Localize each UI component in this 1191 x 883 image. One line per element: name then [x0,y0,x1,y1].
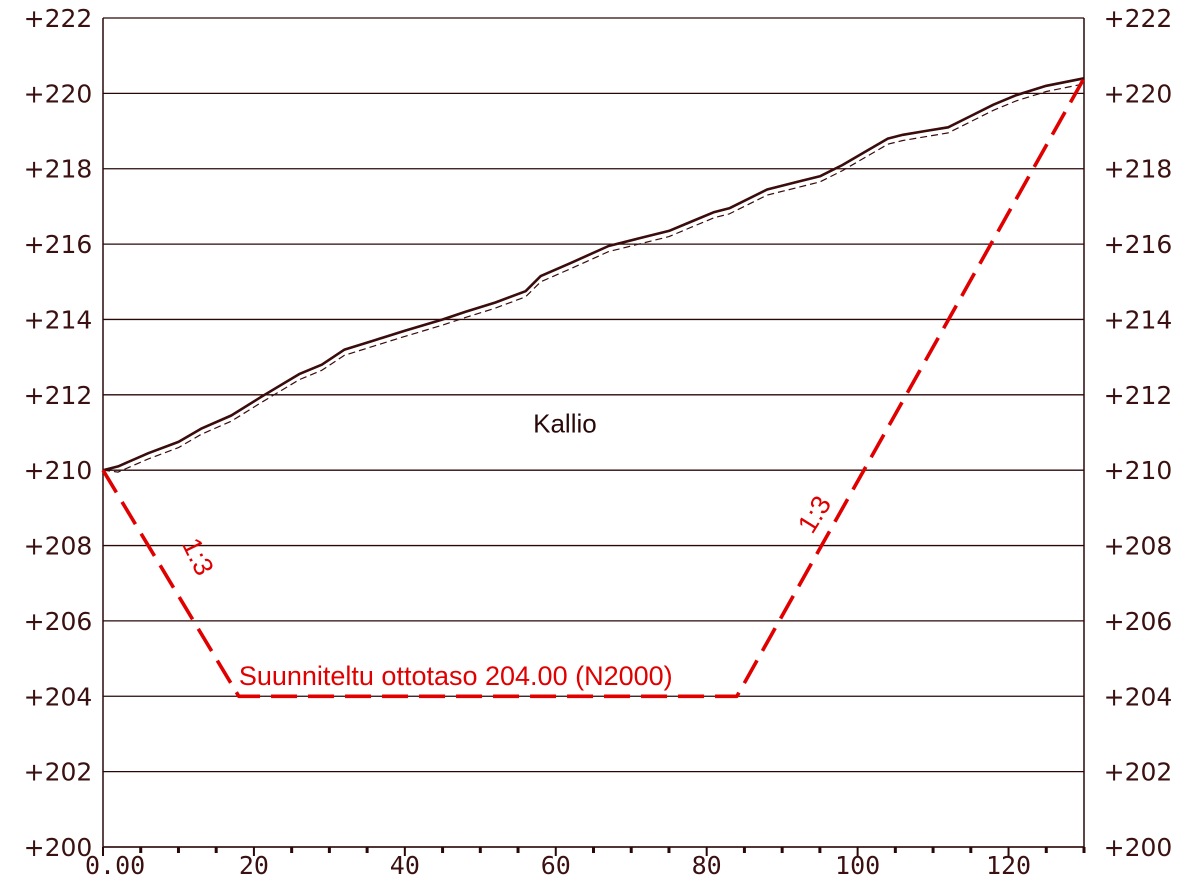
x-tick-label: 40 [390,851,420,880]
annotation-label: Kallio [533,409,597,439]
y-tick-label-left: +220 [24,79,93,108]
y-tick-label-left: +202 [24,758,93,787]
y-tick-label-left: +222 [24,4,93,33]
y-tick-label-left: +214 [24,305,93,334]
annotations: Kallio Suunniteltu ottotaso 204.00 (N2000… [176,409,837,691]
annotation-label: 1:3 [176,533,219,580]
y-tick-label-right: +210 [1104,456,1173,485]
y-tick-label-right: +204 [1104,682,1173,711]
x-tick-label: 100 [835,851,880,880]
y-tick-label-left: +210 [24,456,93,485]
y-tick-label-right: +220 [1104,79,1173,108]
y-tick-label-left: +206 [24,607,93,636]
y-tick-label-left: +204 [24,682,93,711]
profile-lines [101,77,1086,699]
y-tick-label-left: +200 [24,833,93,862]
y-tick-label-right: +206 [1104,607,1173,636]
y-tick-labels: +200 +200 +202 +202 +204 +204 +206 +206 +208 +208… [24,4,1173,862]
y-tick-label-right: +218 [1104,155,1173,184]
x-tick-label: 80 [692,851,722,880]
x-axis-ticks: 0.00 20 40 60 80 100 120 [85,847,1086,880]
y-tick-label-right: +212 [1104,381,1173,410]
y-tick-label-right: +216 [1104,230,1173,259]
rock-surface-dashed-line [102,83,1085,473]
annotation-label: 1:3 [792,491,837,539]
y-tick-label-left: +218 [24,155,93,184]
annotation-label: Suunniteltu ottotaso 204.00 (N2000) [239,661,673,691]
y-tick-label-right: +208 [1104,532,1173,561]
y-tick-label-left: +216 [24,230,93,259]
y-tick-label-right: +222 [1104,4,1173,33]
rock-surface-line [102,77,1085,472]
x-tick-label: 0.00 [85,851,145,880]
design-excavation-line [101,77,1086,699]
x-tick-label: 20 [239,851,269,880]
y-tick-label-left: +212 [24,381,93,410]
y-tick-label-right: +202 [1104,758,1173,787]
grid-lines [103,17,1084,848]
y-tick-label-left: +208 [24,532,93,561]
y-tick-label-right: +214 [1104,305,1173,334]
x-tick-label: 120 [986,851,1031,880]
y-tick-label-right: +200 [1104,833,1173,862]
x-tick-label: 60 [541,851,571,880]
